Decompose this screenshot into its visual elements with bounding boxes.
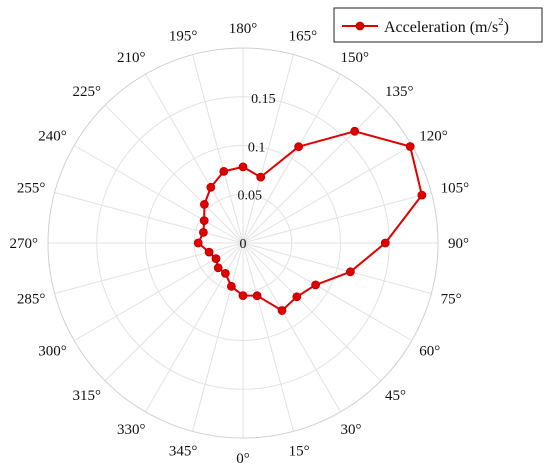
angle-tick-label: 0° <box>236 451 250 467</box>
angle-tick-label: 45° <box>385 388 406 404</box>
angle-tick-label: 330° <box>117 422 146 438</box>
legend-marker <box>355 21 365 31</box>
angle-tick-label: 60° <box>419 344 440 360</box>
angle-tick-label: 315° <box>72 388 101 404</box>
grid-spoke <box>242 242 432 294</box>
angle-tick-label: 165° <box>289 28 318 44</box>
data-point <box>380 238 390 248</box>
radial-tick-label: 0.05 <box>238 189 263 204</box>
radial-tick-label: 0.1 <box>248 140 266 155</box>
data-point <box>199 199 209 209</box>
angle-tick-label: 120° <box>419 129 448 145</box>
grid-spoke <box>242 242 382 382</box>
radial-tick-label: 0 <box>240 237 247 252</box>
grid-spoke <box>145 242 244 413</box>
data-point <box>226 281 236 291</box>
angle-tick-label: 300° <box>38 344 67 360</box>
grid-spoke <box>242 104 382 244</box>
angle-tick-labels: 0° 15° 30° 45° 60° 75° 90° 105° 120° 135° 150° 165°… <box>10 21 470 467</box>
legend-label: Acceleration (m/s2) <box>384 16 509 36</box>
grid-spoke <box>192 54 244 244</box>
angle-tick-label: 240° <box>38 129 67 145</box>
data-point <box>292 292 302 302</box>
data-point <box>220 268 230 278</box>
angle-tick-label: 15° <box>289 444 310 460</box>
grid-spoke <box>192 242 244 432</box>
grid-spoke <box>242 242 294 432</box>
grid-spoke <box>242 145 413 244</box>
angle-tick-label: 225° <box>72 84 101 100</box>
angle-tick-label: 180° <box>229 21 258 37</box>
radial-tick-labels: 0 0.05 0.1 0.15 <box>238 92 276 252</box>
data-point <box>198 227 208 237</box>
data-point <box>213 263 223 273</box>
angle-tick-label: 90° <box>448 236 469 252</box>
data-point <box>193 238 203 248</box>
data-point <box>238 291 248 301</box>
angle-tick-label: 195° <box>169 28 198 44</box>
grid-spoke <box>242 73 341 244</box>
angle-tick-label: 285° <box>17 292 46 308</box>
data-point <box>211 254 221 264</box>
angle-tick-label: 75° <box>441 292 462 308</box>
angle-tick-label: 270° <box>10 236 39 252</box>
data-point <box>204 247 214 257</box>
grid-spoke <box>145 73 244 244</box>
grid-spoke <box>54 192 244 244</box>
angle-tick-label: 255° <box>17 180 46 196</box>
grid-spoke <box>73 145 244 244</box>
angle-tick-label: 30° <box>341 422 362 438</box>
data-point <box>199 216 209 226</box>
data-point <box>350 126 360 136</box>
grid-spoke <box>242 242 341 413</box>
outer-circle <box>47 47 439 439</box>
grid-spoke <box>104 104 244 244</box>
data-point <box>405 142 415 151</box>
angle-tick-label: 210° <box>117 50 146 66</box>
data-point <box>256 172 266 182</box>
angle-tick-label: 150° <box>341 50 370 66</box>
legend: Acceleration (m/s2) <box>333 7 543 43</box>
data-point <box>294 142 304 152</box>
radial-tick-label: 0.15 <box>251 92 276 107</box>
data-point <box>206 182 216 192</box>
polar-grid <box>47 47 439 439</box>
grid-spoke <box>104 242 244 382</box>
angle-tick-label: 105° <box>441 180 470 196</box>
series-acceleration <box>193 126 427 315</box>
grid-spoke <box>242 192 432 244</box>
data-point <box>277 306 287 315</box>
data-point <box>417 190 427 200</box>
data-point <box>238 162 248 172</box>
data-point <box>345 267 355 277</box>
grid-spoke <box>242 54 294 244</box>
angle-tick-label: 135° <box>385 84 414 100</box>
angle-tick-label: 345° <box>169 444 198 460</box>
data-point <box>252 291 262 301</box>
grid-spoke <box>242 242 413 341</box>
data-point <box>311 280 321 290</box>
data-point <box>219 166 229 176</box>
